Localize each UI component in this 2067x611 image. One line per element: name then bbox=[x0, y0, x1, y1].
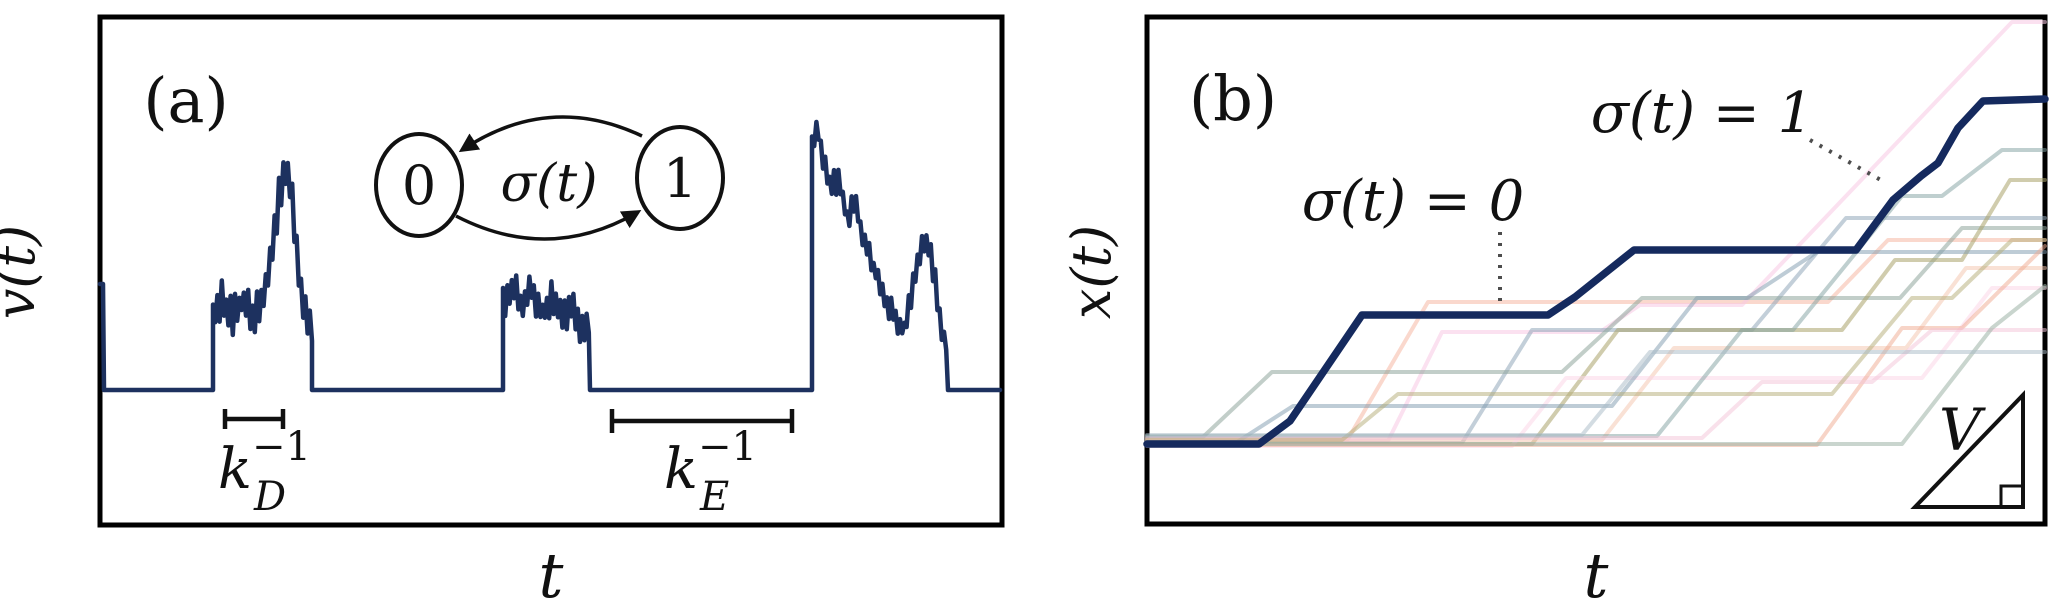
panel-b-ylabel: x(t) bbox=[1060, 225, 1123, 319]
light-trajectory-14 bbox=[1145, 350, 2047, 437]
interval-bracket-kE bbox=[609, 409, 795, 433]
state-1-label: 1 bbox=[663, 147, 697, 210]
panel-a-signal bbox=[97, 119, 1003, 393]
panel-b: (b) x(t) t σ(t) = 0 σ(t) = 1 V bbox=[1060, 14, 2049, 611]
arrow-0-to-1 bbox=[455, 210, 642, 241]
light-trajectory-11 bbox=[1145, 328, 2047, 440]
state-0-label: 0 bbox=[402, 154, 436, 217]
panel-a-tag: (a) bbox=[143, 64, 228, 137]
light-trajectory-4 bbox=[1145, 226, 2047, 439]
panel-a-frame bbox=[97, 14, 1005, 528]
right-angle-marker bbox=[1999, 484, 2023, 507]
panel-a-ylabel: v(t) bbox=[0, 225, 47, 319]
panel-b-bold-trajectory bbox=[1143, 95, 2049, 448]
interval-bracket-kD bbox=[222, 409, 286, 429]
panel-a-intervals bbox=[222, 409, 795, 433]
panel-b-tag: (b) bbox=[1189, 62, 1277, 135]
sigma-equals-1-annotation: σ(t) = 1 bbox=[1591, 81, 1814, 146]
velocity-slope-triangle bbox=[1910, 390, 2025, 509]
k-e-inverse-label: k −1 E bbox=[664, 424, 762, 520]
sigma-equals-0-annotation: σ(t) = 0 bbox=[1302, 169, 1525, 234]
k-d-inverse-label: k −1 D bbox=[218, 424, 316, 520]
state-diagram: 0 1 σ(t) bbox=[374, 115, 725, 241]
panel-b-leaders bbox=[1498, 138, 1887, 306]
light-trajectory-5 bbox=[1145, 178, 2047, 446]
state-0-circle bbox=[374, 132, 464, 238]
sigma1-leader bbox=[1809, 138, 1887, 185]
light-trajectory-12 bbox=[1145, 284, 2047, 446]
sigma-of-t-label: σ(t) bbox=[501, 154, 598, 214]
panel-b-xlabel: t bbox=[1584, 539, 1609, 611]
panel-b-frame bbox=[1144, 14, 2048, 527]
telegraph-signal-line bbox=[97, 119, 1003, 393]
panel-a: (a) v(t) t 0 1 σ(t) k −1 D bbox=[0, 14, 1005, 611]
arrow-1-to-0 bbox=[458, 115, 643, 153]
light-trajectory-7 bbox=[1145, 286, 2047, 448]
light-trajectory-9 bbox=[1145, 148, 2047, 438]
slope-triangle-outline bbox=[1910, 390, 2025, 509]
velocity-label: V bbox=[1939, 396, 1986, 464]
state-1-circle bbox=[635, 125, 725, 231]
panel-a-xlabel: t bbox=[539, 539, 564, 611]
light-trajectory-13 bbox=[1145, 238, 2047, 442]
panel-b-light-trajectories bbox=[1145, 20, 2047, 448]
bold-trajectory bbox=[1143, 95, 2049, 448]
